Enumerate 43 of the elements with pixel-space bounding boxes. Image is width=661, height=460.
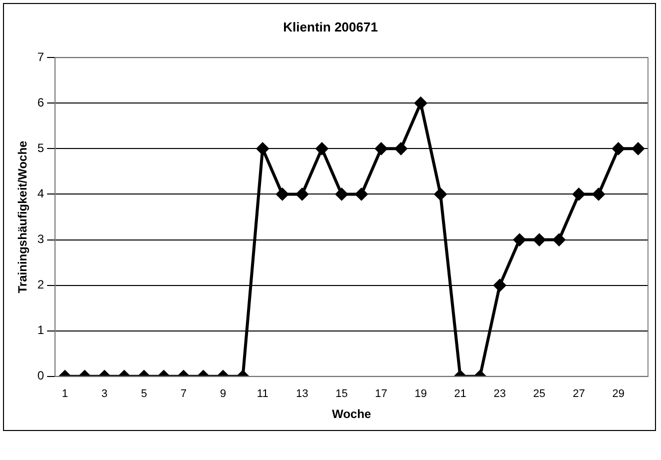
x-tick-label: 11 (256, 388, 268, 400)
x-tick-label: 5 (140, 388, 148, 400)
y-tick-label: 3 (37, 232, 44, 246)
point (434, 188, 447, 201)
point (572, 188, 586, 201)
x-tick-label: 9 (220, 388, 226, 400)
point (335, 188, 348, 201)
point (354, 188, 368, 201)
x-axis-title: Woche (332, 407, 372, 422)
point (532, 233, 546, 246)
point (296, 188, 309, 201)
point (414, 96, 428, 110)
x-tick-label: 29 (612, 388, 624, 400)
x-tick-label: 21 (454, 388, 466, 400)
x-tick-label: 1 (62, 388, 68, 400)
point (612, 142, 625, 156)
x-tick-label: 17 (375, 388, 388, 400)
y-tick-label: 6 (37, 95, 44, 110)
y-tick-label: 0 (37, 368, 44, 383)
x-tick-label: 25 (533, 388, 546, 400)
y-tick-label: 2 (37, 278, 44, 292)
x-tick-label: 15 (336, 388, 348, 400)
x-tick-label: 19 (414, 388, 427, 400)
point (276, 188, 289, 201)
x-tick-label: 23 (494, 388, 506, 400)
point (632, 142, 645, 156)
point (374, 142, 388, 156)
point (513, 233, 526, 246)
chart-title: Klientin 200671 (283, 19, 378, 34)
y-tick-label: 5 (37, 141, 44, 155)
point (315, 142, 328, 156)
y-axis-title: Trainingshäufigkeit/Woche (16, 140, 30, 294)
y-tick-label: 7 (37, 50, 44, 64)
point (592, 188, 606, 201)
x-tick-label: 3 (101, 388, 108, 400)
y-tick-label: 4 (37, 186, 44, 201)
point (552, 233, 566, 246)
x-tick-label: 13 (296, 388, 308, 400)
point (394, 142, 408, 156)
x-tick-label: 7 (180, 388, 187, 400)
y-tick-label: 1 (37, 323, 44, 338)
point (256, 142, 270, 156)
x-tick-label: 27 (572, 388, 585, 400)
